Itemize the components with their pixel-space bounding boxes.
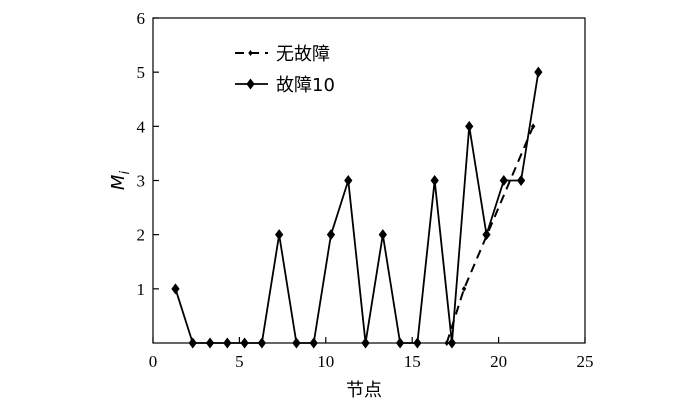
x-axis-label: 节点 [346, 380, 382, 401]
legend-label: 无故障 [276, 44, 330, 65]
data-point [344, 175, 353, 186]
y-axis-label-main: M [108, 174, 129, 190]
legend-marker [246, 78, 255, 90]
x-tick-label: 15 [404, 352, 421, 371]
data-point [447, 337, 457, 349]
y-tick-label: 3 [137, 172, 146, 191]
y-tick-label: 4 [137, 117, 146, 136]
data-point [465, 120, 474, 132]
legend-label: 故障10 [276, 75, 335, 96]
x-tick-label: 5 [235, 352, 244, 371]
data-point [378, 229, 387, 241]
data-point [257, 337, 266, 349]
data-point [326, 229, 336, 241]
data-point [205, 337, 215, 349]
data-point [461, 285, 467, 292]
y-tick-label: 5 [137, 63, 146, 82]
data-point [413, 337, 422, 349]
y-axis-label: Mi [108, 171, 133, 191]
legend-marker [248, 50, 253, 56]
data-point [430, 175, 439, 186]
x-ticks: 0 5 10 15 20 25 [149, 337, 594, 371]
data-point [240, 337, 249, 349]
data-point [275, 229, 284, 241]
data-point [361, 337, 370, 349]
data-point [309, 337, 318, 349]
y-axis-label-sub: i [118, 171, 133, 175]
y-tick-label: 1 [137, 280, 146, 299]
y-tick-label: 6 [137, 9, 146, 28]
series-line [174, 72, 540, 344]
y-ticks: 1 2 3 4 5 6 [137, 9, 159, 299]
data-point [444, 340, 450, 346]
data-point [171, 283, 180, 295]
data-point [530, 123, 536, 130]
x-tick-label: 10 [317, 352, 334, 371]
y-tick-label: 2 [137, 226, 146, 245]
data-point [188, 337, 197, 349]
data-point [534, 66, 543, 78]
data-point [516, 175, 526, 186]
x-tick-label: 0 [149, 352, 158, 371]
series-group [171, 66, 543, 349]
data-point [499, 175, 508, 186]
data-point [223, 337, 232, 349]
series-fault-10 [171, 66, 543, 349]
data-point [292, 337, 301, 349]
data-point [395, 337, 405, 349]
x-tick-label: 25 [577, 352, 594, 371]
data-point [482, 229, 491, 241]
x-tick-label: 20 [490, 352, 507, 371]
